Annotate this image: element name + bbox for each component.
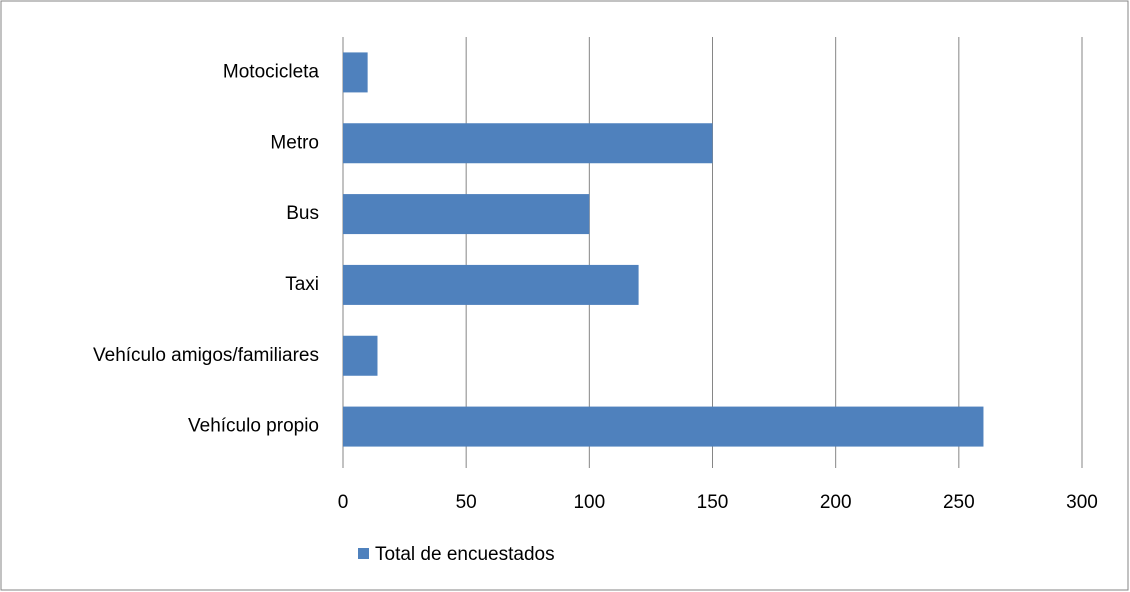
y-tick-label: Vehículo amigos/familiares	[93, 345, 319, 366]
bar	[343, 52, 368, 93]
legend-swatch	[358, 548, 369, 559]
x-tick-label: 50	[456, 492, 477, 513]
bar	[343, 264, 639, 305]
x-tick-label: 250	[943, 492, 975, 513]
bar	[343, 194, 590, 235]
x-tick-label: 150	[697, 492, 729, 513]
x-tick-label: 300	[1066, 492, 1098, 513]
bar	[343, 335, 378, 376]
y-tick-label: Taxi	[285, 274, 319, 295]
y-tick-label: Motocicleta	[223, 61, 320, 82]
bar	[343, 123, 713, 164]
y-tick-label: Metro	[270, 132, 319, 153]
bar	[343, 406, 984, 447]
y-tick-label: Vehículo propio	[188, 416, 319, 437]
x-tick-label: 200	[820, 492, 852, 513]
x-tick-label: 100	[573, 492, 605, 513]
x-tick-label: 0	[338, 492, 349, 513]
legend-label: Total de encuestados	[375, 544, 555, 565]
y-tick-label: Bus	[286, 203, 319, 224]
